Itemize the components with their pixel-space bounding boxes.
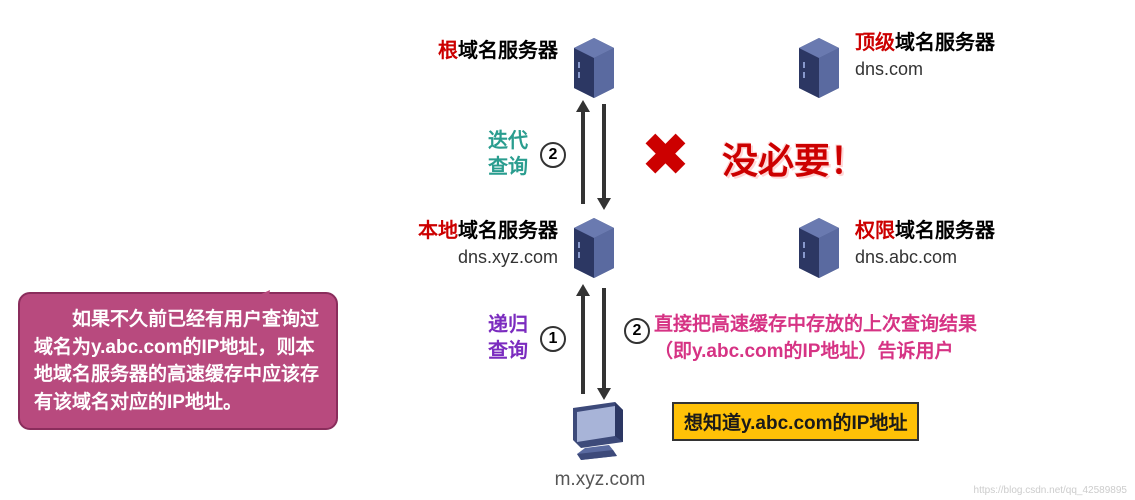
tld-suffix: 域名服务器 <box>895 32 995 54</box>
root-prefix: 根 <box>438 40 458 62</box>
tld-prefix: 顶级 <box>855 32 895 54</box>
watermark-text: https://blog.csdn.net/qq_42589895 <box>974 485 1127 496</box>
tld-sublabel: dns.com <box>855 59 923 79</box>
local-prefix: 本地 <box>418 220 458 242</box>
server-svg <box>570 30 618 98</box>
client-label: m.xyz.com <box>520 466 680 493</box>
tld-server-label: 顶级域名服务器 dns.com <box>855 30 1025 82</box>
circle-1: 1 <box>540 326 566 352</box>
local-server-label: 本地域名服务器 dns.xyz.com <box>388 218 558 270</box>
circle-2-right: 2 <box>624 318 650 344</box>
auth-server-label: 权限域名服务器 dns.abc.com <box>855 218 1025 270</box>
iterative-query-label: 迭代 查询 <box>488 128 528 180</box>
yellow-question-box: 想知道y.abc.com的IP地址 <box>672 402 919 441</box>
arrow-up-local-root <box>581 108 585 204</box>
server-svg <box>795 30 843 98</box>
auth-suffix: 域名服务器 <box>895 220 995 242</box>
speech-bubble: 如果不久前已经有用户查询过域名为y.abc.com的IP地址，则本地域名服务器的… <box>18 292 338 430</box>
client-text: m.xyz.com <box>555 469 646 490</box>
recursive-query-label: 递归 查询 <box>488 312 528 364</box>
server-svg <box>795 210 843 278</box>
arrow-up-client-local <box>581 292 585 394</box>
pink-line1: 直接把高速缓存中存放的上次查询结果 <box>654 314 977 335</box>
computer-svg <box>565 400 635 460</box>
root-server-label: 根域名服务器 <box>388 38 558 64</box>
arrow-down-local-client <box>602 288 606 390</box>
pink-line2: （即y.abc.com的IP地址）告诉用户 <box>654 341 953 362</box>
arrowhead-down-2 <box>597 388 611 400</box>
auth-sublabel: dns.abc.com <box>855 247 957 267</box>
auth-prefix: 权限 <box>855 220 895 242</box>
x-mark-icon: ✖ <box>642 122 689 188</box>
pink-explanation: 直接把高速缓存中存放的上次查询结果 （即y.abc.com的IP地址）告诉用户 <box>654 312 977 365</box>
speech-text: 如果不久前已经有用户查询过域名为y.abc.com的IP地址，则本地域名服务器的… <box>34 309 319 413</box>
auth-server-icon <box>795 210 843 278</box>
client-computer-icon <box>565 400 635 460</box>
arrowhead-up <box>576 100 590 112</box>
root-server-icon <box>570 30 618 98</box>
arrow-down-root-local <box>602 104 606 200</box>
local-suffix: 域名服务器 <box>458 220 558 242</box>
no-need-text: 没必要！ <box>722 132 866 184</box>
arrowhead-up-2 <box>576 284 590 296</box>
arrowhead-down <box>597 198 611 210</box>
local-sublabel: dns.xyz.com <box>458 247 558 267</box>
circle-2-top: 2 <box>540 142 566 168</box>
server-svg <box>570 210 618 278</box>
local-server-icon <box>570 210 618 278</box>
root-suffix: 域名服务器 <box>458 40 558 62</box>
tld-server-icon <box>795 30 843 98</box>
